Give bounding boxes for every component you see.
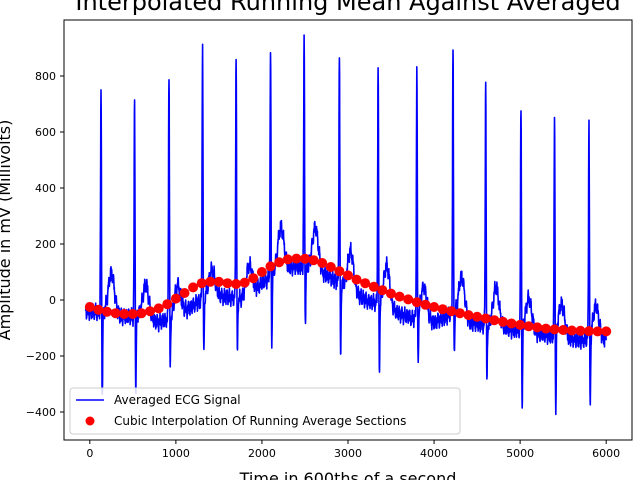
x-tick-label: 4000: [420, 447, 448, 460]
interpolation-point: [317, 258, 328, 268]
interpolation-point: [170, 293, 181, 304]
interpolation-point: [145, 306, 156, 317]
interpolation-point: [368, 281, 379, 292]
interpolation-point: [592, 326, 603, 337]
interpolation-point: [162, 299, 173, 310]
interpolation-point: [248, 273, 259, 284]
interpolation-point: [515, 319, 526, 330]
interpolation-point: [325, 262, 336, 272]
plot-area: [64, 20, 632, 440]
interpolation-point: [179, 288, 190, 298]
interpolation-point: [566, 325, 577, 336]
x-tick-label: 3000: [334, 447, 362, 460]
interpolation-point: [136, 308, 147, 319]
interpolation-point: [472, 311, 483, 322]
interpolation-point: [394, 291, 405, 302]
legend-box: [69, 387, 461, 435]
interpolation-point: [84, 302, 95, 312]
interpolation-point: [558, 325, 569, 335]
y-axis-ticks: −400 −200 0 200 400 600 800: [26, 70, 64, 419]
interpolation-point: [343, 270, 353, 281]
interpolation-point: [437, 304, 448, 315]
interpolation-point: [110, 308, 121, 319]
x-tick-label: 0: [86, 447, 93, 460]
y-tick-label: 200: [35, 238, 56, 251]
interpolation-markers: [84, 253, 612, 337]
interpolation-point: [291, 253, 302, 264]
interpolation-point: [93, 304, 104, 315]
interpolation-point: [196, 278, 207, 289]
interpolation-point: [153, 303, 164, 314]
interpolation-point: [239, 277, 250, 288]
interpolation-point: [334, 266, 345, 277]
legend-marker-swatch: [85, 416, 95, 426]
interpolation-point: [119, 309, 130, 319]
interpolation-point: [265, 261, 276, 272]
interpolation-point: [222, 278, 233, 289]
interpolation-point: [454, 308, 465, 319]
interpolation-point: [463, 310, 474, 321]
interpolation-point: [480, 313, 491, 324]
y-tick-label: −400: [26, 406, 56, 419]
x-tick-label: 5000: [506, 447, 534, 460]
y-tick-label: 400: [35, 182, 56, 195]
chart-title: Interpolated Running Mean Against Averag…: [75, 0, 620, 16]
interpolation-point: [429, 302, 440, 312]
legend-label-ecg: Averaged ECG Signal: [114, 393, 241, 407]
legend: Averaged ECG Signal Cubic Interpolation …: [69, 387, 461, 435]
interpolation-point: [256, 267, 267, 277]
x-axis-ticks: 0 1000 2000 3000 4000 5000 6000: [86, 440, 620, 460]
interpolation-point: [231, 279, 242, 289]
legend-label-interpolation: Cubic Interpolation Of Running Average S…: [114, 414, 406, 428]
interpolation-point: [497, 316, 508, 327]
interpolation-point: [377, 285, 388, 296]
y-axis-label: Amplitude in mV (Millivolts): [0, 120, 14, 341]
interpolation-point: [282, 254, 293, 265]
interpolation-point: [506, 318, 517, 329]
interpolation-point: [446, 306, 457, 317]
interpolation-point: [351, 274, 362, 285]
y-tick-label: 600: [35, 126, 56, 139]
interpolation-point: [411, 297, 422, 308]
interpolation-point: [213, 276, 224, 287]
interpolation-point: [308, 255, 319, 266]
interpolation-point: [274, 257, 285, 268]
y-tick-label: 800: [35, 70, 56, 83]
y-tick-label: 0: [49, 294, 56, 307]
interpolation-point: [420, 299, 431, 310]
x-tick-label: 1000: [162, 447, 190, 460]
interpolation-point: [584, 326, 594, 337]
interpolation-point: [532, 322, 543, 333]
interpolation-point: [386, 288, 396, 299]
interpolation-point: [360, 278, 371, 289]
x-tick-label: 2000: [248, 447, 276, 460]
interpolation-point: [205, 276, 216, 287]
interpolation-point: [601, 326, 612, 337]
interpolation-point: [523, 321, 534, 332]
x-axis-label: Time in 600ths of a second: [239, 469, 457, 480]
interpolation-point: [188, 282, 199, 293]
interpolation-point: [575, 325, 586, 336]
interpolation-point: [540, 323, 551, 334]
interpolation-point: [549, 324, 560, 335]
series-layer: [84, 34, 612, 416]
interpolation-point: [102, 306, 112, 317]
interpolation-point: [489, 315, 500, 326]
y-tick-label: −200: [26, 350, 56, 363]
interpolation-point: [300, 253, 310, 264]
interpolation-point: [403, 294, 414, 305]
x-tick-label: 6000: [592, 447, 620, 460]
interpolation-point: [127, 309, 138, 319]
